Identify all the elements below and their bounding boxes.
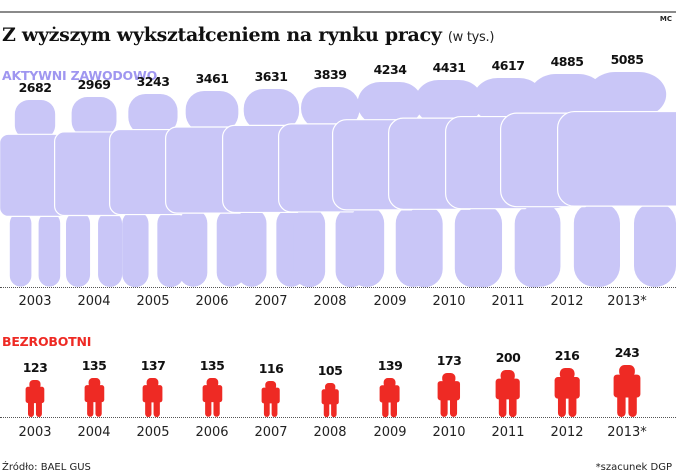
unemployed-year-label: 2003 (18, 425, 52, 440)
title-unit: (w tys.) (447, 30, 495, 45)
active-figure-2003 (0, 100, 71, 287)
unemployed-year-label: 2011 (491, 425, 525, 440)
unemployed-value-label: 105 (317, 362, 343, 378)
active-figure-2013 (557, 72, 676, 287)
chart-title: Z wyższym wykształceniem na rynku pracy … (2, 24, 494, 46)
active-value-label: 3631 (254, 69, 288, 85)
unemployed-year-label: 2009 (373, 425, 407, 440)
active-value-label: 4234 (373, 62, 407, 78)
unemployed-year-label: 2008 (313, 425, 347, 440)
author-credit: MC (659, 15, 672, 23)
unemployed-year-label: 2004 (77, 425, 111, 440)
title-text: Z wyższym wykształceniem na rynku pracy (2, 24, 442, 46)
active-figure-2004 (53, 97, 135, 287)
active-value-label: 2682 (18, 80, 52, 96)
active-value-label: 3243 (136, 73, 170, 89)
unemployed-value-label: 139 (377, 357, 403, 373)
unemployed-figure-2004 (84, 378, 105, 417)
unemployed-value-label: 135 (81, 358, 107, 374)
active-value-label: 4885 (550, 54, 584, 70)
active-baseline (0, 287, 676, 288)
unemployed-figure-2010 (437, 373, 461, 417)
unemployed-baseline (0, 417, 676, 418)
active-value-label: 5085 (610, 52, 644, 67)
active-year-label: 2006 (195, 294, 229, 309)
active-value-label: 4431 (432, 59, 466, 75)
unemployed-value-label: 123 (22, 360, 48, 375)
active-value-label: 3839 (313, 66, 347, 82)
unemployed-figure-2003 (25, 380, 45, 417)
unemployed-value-label: 173 (436, 353, 462, 369)
active-value-label: 2969 (77, 77, 111, 93)
active-year-label: 2005 (136, 294, 170, 309)
active-value-label: 4617 (491, 57, 525, 73)
unemployed-year-label: 2006 (195, 425, 229, 440)
unemployed-value-label: 135 (199, 358, 225, 374)
unemployed-figure-2005 (142, 377, 163, 417)
active-year-label: 2008 (313, 294, 347, 309)
unemployed-value-label: 137 (140, 357, 166, 373)
unemployed-value-label: 200 (495, 349, 521, 365)
top-rule (0, 11, 676, 13)
unemployed-figure-2006 (202, 378, 223, 417)
section-label-unemployed: BEZROBOTNI (2, 334, 92, 349)
unemployed-figure-2009 (379, 377, 400, 417)
unemployed-figure-2007 (261, 381, 281, 417)
section-label-active: AKTYWNI ZAWODOWO (2, 68, 157, 83)
active-year-label: 2012 (550, 294, 584, 309)
unemployed-year-label: 2012 (550, 425, 584, 440)
estimate-note: *szacunek DGP (595, 462, 672, 473)
unemployed-value-label: 116 (258, 361, 284, 377)
unemployed-year-label: 2007 (254, 425, 288, 440)
unemployed-value-label: 216 (554, 347, 580, 363)
unemployed-figure-2013 (613, 365, 641, 417)
unemployed-year-label: 2005 (136, 425, 170, 440)
active-value-label: 3461 (195, 71, 229, 87)
unemployed-figure-2011 (495, 369, 521, 417)
unemployed-figure-2012 (554, 367, 580, 417)
unemployed-year-label: 2013* (607, 425, 647, 440)
active-year-label: 2010 (432, 294, 466, 309)
unemployed-value-label: 243 (614, 345, 640, 360)
source-note: Źródło: BAEL GUS (2, 462, 91, 473)
active-year-label: 2009 (373, 294, 407, 309)
active-year-label: 2003 (18, 294, 52, 309)
unemployed-year-label: 2010 (432, 425, 466, 440)
active-year-label: 2004 (77, 294, 111, 309)
active-year-label: 2011 (491, 294, 525, 309)
active-year-label: 2013* (607, 294, 647, 309)
unemployed-figure-2008 (321, 382, 339, 417)
active-year-label: 2007 (254, 294, 288, 309)
